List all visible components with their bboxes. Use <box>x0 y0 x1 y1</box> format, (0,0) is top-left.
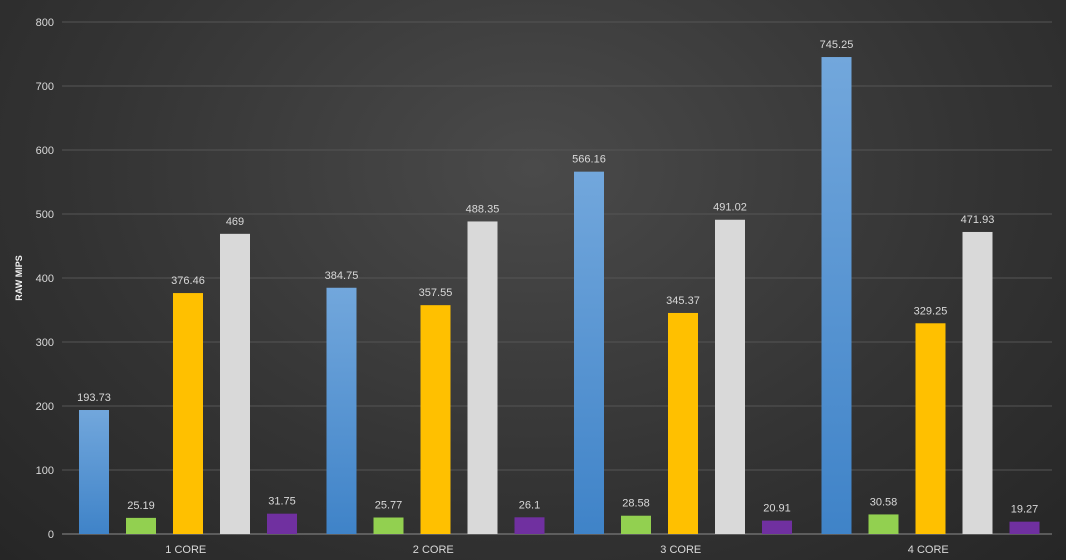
bar <box>79 410 109 534</box>
x-tick-label: 3 CORE <box>660 544 701 556</box>
data-label: 384.75 <box>325 270 359 282</box>
data-label: 357.55 <box>419 287 453 299</box>
data-label: 20.91 <box>763 503 791 515</box>
data-label: 25.19 <box>127 500 155 512</box>
bar <box>126 517 156 534</box>
data-label: 566.16 <box>572 154 606 166</box>
bar <box>762 520 792 534</box>
bar <box>668 312 698 534</box>
bar <box>173 293 203 534</box>
bar <box>220 233 250 534</box>
bar <box>621 515 651 534</box>
y-tick-label: 100 <box>36 465 54 477</box>
bar <box>326 287 357 534</box>
data-label: 376.46 <box>171 275 205 287</box>
bar <box>514 517 545 534</box>
bar <box>1009 521 1040 534</box>
bar <box>467 221 498 534</box>
data-label: 345.37 <box>666 295 700 307</box>
y-tick-label: 200 <box>36 401 54 413</box>
data-label: 193.73 <box>77 392 111 404</box>
bar <box>868 514 899 534</box>
data-label: 31.75 <box>268 496 296 508</box>
data-label: 488.35 <box>466 203 500 215</box>
data-label: 28.58 <box>622 498 650 510</box>
x-tick-label: 1 CORE <box>165 544 206 556</box>
bar <box>962 231 993 535</box>
bar <box>267 513 297 534</box>
bar <box>821 57 852 534</box>
y-tick-label: 700 <box>36 81 54 93</box>
y-tick-label: 500 <box>36 209 54 221</box>
x-tick-label: 4 CORE <box>908 544 949 556</box>
x-tick-label: 2 CORE <box>413 544 454 556</box>
data-label: 25.77 <box>375 500 403 512</box>
y-tick-label: 800 <box>36 17 54 29</box>
y-axis-label: RAW MIPS <box>14 255 24 301</box>
data-label: 26.1 <box>519 499 540 511</box>
y-tick-label: 300 <box>36 337 54 349</box>
data-label: 19.27 <box>1011 504 1039 516</box>
bar <box>574 171 604 534</box>
bar <box>420 305 451 534</box>
data-label: 745.25 <box>820 39 854 51</box>
data-label: 491.02 <box>713 202 747 214</box>
data-label: 469 <box>226 216 244 228</box>
y-tick-label: 600 <box>36 145 54 157</box>
y-tick-label: 0 <box>48 529 54 541</box>
bar <box>915 323 946 534</box>
y-tick-label: 400 <box>36 273 54 285</box>
data-label: 30.58 <box>870 496 898 508</box>
bar <box>373 517 404 534</box>
data-label: 471.93 <box>961 214 995 226</box>
bar <box>715 219 745 534</box>
data-label: 329.25 <box>914 305 948 317</box>
